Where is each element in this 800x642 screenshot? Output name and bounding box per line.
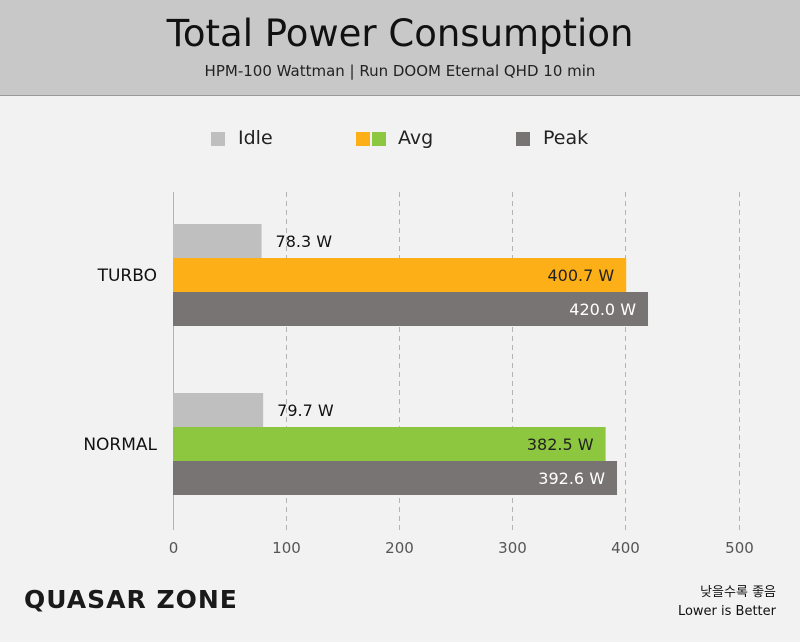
bar-turbo-idle [173,224,262,258]
legend-swatch-peak [516,132,530,146]
quasarzone-logo: QUASAR ZONE [24,585,238,614]
legend-label-avg: Avg [398,127,434,149]
bar-turbo-peak [173,292,649,326]
x-tick-label: 400 [611,539,640,557]
chart-legend: Idle Avg Peak [0,126,800,152]
data-label-turbo-avg: 400.7 W [547,266,614,285]
data-label-turbo-peak: 420.0 W [569,300,636,319]
chart-subtitle: HPM-100 Wattman | Run DOOM Eternal QHD 1… [204,62,596,80]
data-label-normal-avg: 382.5 W [527,435,594,454]
x-tick-label: 0 [169,539,179,557]
x-tick-label: 300 [498,539,527,557]
bar-normal-idle [173,393,264,427]
bar-normal-peak [173,461,618,495]
bar-normal-avg [173,427,606,461]
chart-title: Total Power Consumption [166,12,634,55]
x-tick-label: 500 [725,539,754,557]
data-label-normal-idle: 79.7 W [277,401,334,420]
chart-note: 낮을수록 좋음 Lower is Better [678,583,776,621]
data-label-normal-peak: 392.6 W [538,469,605,488]
category-label-normal: NORMAL [83,435,157,455]
note-korean: 낮을수록 좋음 [700,585,776,600]
category-label-turbo: TURBO [97,266,157,286]
data-label-turbo-idle: 78.3 W [276,232,333,251]
legend-label-idle: Idle [238,127,273,149]
chart-header: Total Power Consumption HPM-100 Wattman … [0,0,800,96]
x-tick-label: 200 [385,539,414,557]
bar-turbo-avg [173,258,627,292]
note-english: Lower is Better [677,604,776,619]
legend-swatch-idle [211,132,225,146]
x-tick-label: 100 [272,539,301,557]
legend-swatch-avg-normal [372,132,386,146]
legend-label-peak: Peak [543,127,589,149]
legend-swatch-avg-turbo [356,132,370,146]
